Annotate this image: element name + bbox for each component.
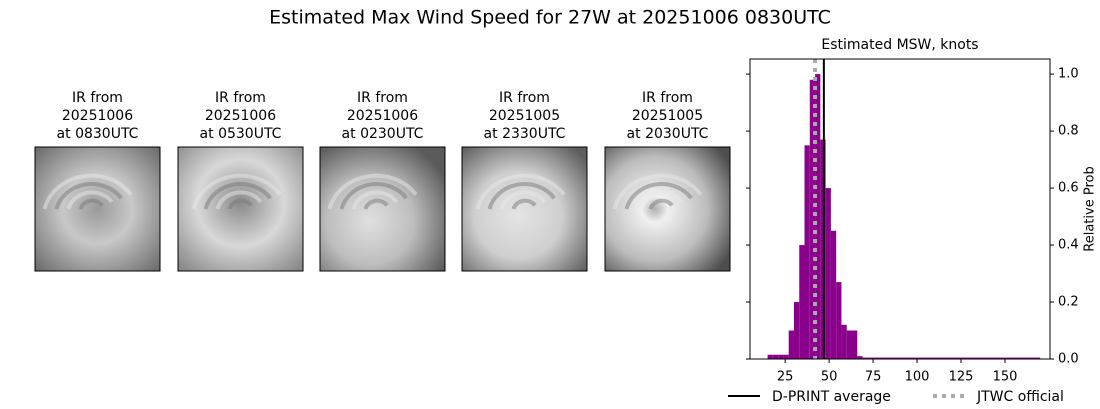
bar	[841, 324, 847, 359]
panel-caption: 20251006	[62, 108, 133, 124]
ir-image	[604, 146, 731, 272]
cloud-band	[66, 190, 114, 210]
histogram-chart: Estimated MSW, knots Relative Prob D-PRI…	[728, 37, 1098, 405]
cloud-band	[475, 173, 566, 210]
panel-caption: at 2330UTC	[484, 126, 566, 142]
cloud-band	[215, 190, 263, 210]
ir-image	[34, 146, 161, 272]
cloud-band	[612, 173, 703, 210]
cloud-band	[363, 198, 389, 210]
panel-caption: 20251006	[347, 108, 418, 124]
cloud-band	[499, 190, 547, 210]
panel-caption: at 0230UTC	[342, 126, 424, 142]
plot-frame	[749, 58, 1051, 360]
legend-label: JTWC official	[976, 389, 1064, 405]
panel-caption: at 2030UTC	[627, 126, 709, 142]
cloud-band	[487, 182, 556, 210]
cloud-band	[227, 198, 253, 210]
panel-caption: IR from	[642, 90, 693, 106]
panel-caption: IR from	[72, 90, 123, 106]
bar	[857, 356, 863, 359]
x-tick-label: 150	[993, 370, 1018, 385]
bar	[836, 282, 842, 359]
ir-image	[319, 146, 446, 272]
panel-caption: IR from	[499, 90, 550, 106]
cloud-band	[191, 173, 282, 210]
cloud-band	[78, 198, 104, 210]
y-tick-label: 0.4	[1058, 238, 1079, 253]
y-axis-label: Relative Prob	[1083, 166, 1098, 251]
bar	[799, 245, 805, 359]
panel-caption: 20251005	[632, 108, 703, 124]
panel-caption: 20251005	[489, 108, 560, 124]
x-tick-label: 125	[949, 370, 974, 385]
cloud-band	[636, 190, 684, 210]
bar	[815, 74, 821, 359]
bar	[809, 79, 816, 359]
ir-image	[177, 146, 304, 272]
figure-title: Estimated Max Wind Speed for 27W at 2025…	[269, 7, 831, 29]
panel-caption: at 0830UTC	[57, 126, 139, 142]
cloud-band	[42, 173, 133, 210]
y-tick-label: 1.0	[1058, 67, 1079, 82]
bar	[851, 330, 858, 359]
bar	[830, 230, 837, 359]
bar	[846, 330, 852, 359]
cloud-band	[54, 182, 123, 210]
cloud-band	[511, 198, 537, 210]
bar	[825, 188, 831, 359]
ir-panels: IR from 20251006 at 0830UTC IR from 20251006…	[34, 90, 731, 272]
bar	[778, 354, 784, 359]
chart-title: Estimated MSW, knots	[821, 37, 978, 53]
bar	[804, 145, 810, 359]
cloud-band	[648, 198, 674, 210]
y-tick-label: 0.8	[1058, 124, 1079, 139]
x-tick-label: 50	[821, 370, 838, 385]
bar	[862, 357, 1041, 359]
y-tick-label: 0.0	[1058, 352, 1079, 367]
x-tick-label: 75	[865, 370, 882, 385]
cloud-band	[327, 173, 418, 210]
bar	[783, 354, 789, 359]
panel-caption: IR from	[357, 90, 408, 106]
panel-caption: at 0530UTC	[200, 126, 282, 142]
y-tick-label: 0.6	[1058, 181, 1079, 196]
x-tick-label: 25	[777, 370, 794, 385]
cloud-band	[203, 182, 272, 210]
panel-caption: 20251006	[205, 108, 276, 124]
cloud-band	[351, 190, 399, 210]
ir-image	[461, 146, 588, 272]
cloud-band	[339, 182, 408, 210]
panel-caption: IR from	[215, 90, 266, 106]
bar	[788, 330, 794, 359]
legend-label: D-PRINT average	[772, 389, 891, 405]
cloud-band	[624, 182, 693, 210]
bar	[767, 354, 773, 359]
bar	[793, 302, 800, 359]
x-tick-label: 100	[905, 370, 930, 385]
y-tick-label: 0.2	[1058, 295, 1079, 310]
bar	[772, 354, 779, 359]
